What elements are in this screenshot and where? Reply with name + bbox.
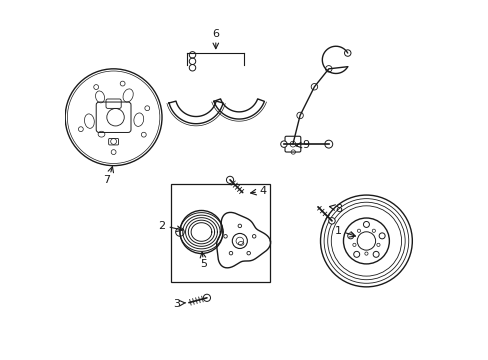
Circle shape (226, 176, 233, 184)
Text: 9: 9 (301, 140, 308, 150)
Text: 4: 4 (259, 186, 266, 197)
Circle shape (324, 140, 332, 148)
Circle shape (280, 141, 286, 147)
Circle shape (296, 112, 303, 119)
Polygon shape (213, 99, 264, 119)
Circle shape (328, 217, 334, 224)
Circle shape (344, 50, 350, 56)
Text: 2: 2 (158, 221, 165, 230)
Text: 3: 3 (173, 299, 180, 309)
Text: 5: 5 (200, 259, 207, 269)
Text: 6: 6 (212, 29, 219, 39)
Text: 1: 1 (334, 226, 341, 236)
Circle shape (310, 84, 317, 90)
FancyBboxPatch shape (285, 136, 300, 152)
Circle shape (203, 294, 210, 301)
Text: 8: 8 (334, 204, 341, 214)
Circle shape (325, 66, 331, 72)
Text: 7: 7 (103, 175, 110, 185)
Polygon shape (169, 101, 223, 124)
